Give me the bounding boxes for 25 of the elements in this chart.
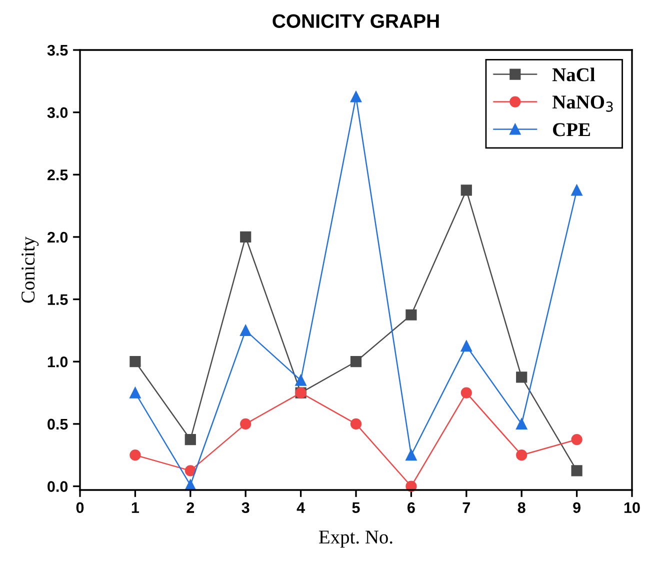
legend-label: CPE	[553, 123, 590, 136]
x-tick-label: 2	[186, 502, 194, 513]
y-tick-label: 3.5	[47, 44, 68, 56]
y-tick-label: 1.0	[48, 356, 68, 368]
x-tick-label: 3	[242, 502, 250, 514]
y-tick-label: 2.0	[47, 232, 68, 243]
x-tick-label: 10	[624, 502, 640, 514]
x-tick-label: 5	[352, 502, 360, 514]
x-tick-label: 1	[132, 502, 140, 513]
x-tick-label: 4	[296, 502, 305, 513]
y-tick-label: 0.5	[48, 418, 68, 430]
y-tick-label: 1.5	[48, 294, 68, 305]
legend-label: NaNO$_{3}$	[552, 96, 613, 112]
x-tick-label: 0	[76, 502, 84, 514]
x-tick-label: 7	[462, 502, 470, 513]
y-axis-title: Conicity	[22, 236, 39, 303]
y-tick-label: 3.0	[47, 107, 68, 118]
x-tick-label: 6	[408, 502, 415, 514]
x-axis-title: Expt. No.	[319, 530, 392, 548]
y-tick-label: 2.5	[47, 170, 68, 180]
x-tick-label: 8	[518, 502, 526, 514]
x-tick-label: 9	[573, 502, 580, 514]
legend-label: NaCl	[552, 68, 595, 82]
y-tick-label: 0.0	[48, 481, 68, 492]
chart-title: CONICITY GRAPH	[272, 14, 439, 28]
